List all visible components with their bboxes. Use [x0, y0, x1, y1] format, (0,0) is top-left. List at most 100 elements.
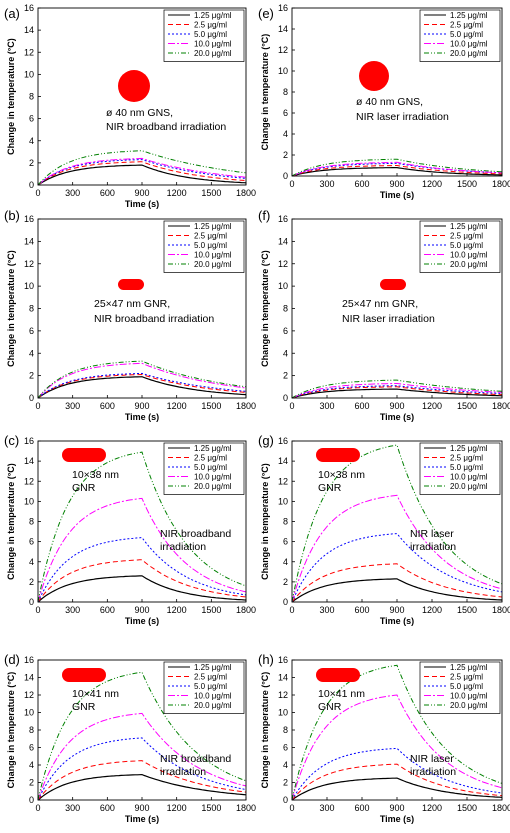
- x-tick-label: 1500: [457, 401, 477, 411]
- series-line: [37, 164, 247, 186]
- series-line: [37, 712, 247, 801]
- annotation: NIR broadband: [160, 528, 231, 540]
- series-line: [291, 694, 503, 801]
- legend-entry: 1.25 μg/ml: [450, 11, 488, 20]
- plot-frame: [37, 659, 247, 801]
- y-tick-label: 12: [278, 476, 288, 486]
- legend-box: [163, 661, 245, 714]
- y-tick-label: 10: [278, 281, 288, 291]
- annotation: NIR laser: [410, 528, 454, 540]
- series-line: [291, 533, 503, 603]
- panel-label: (b): [4, 208, 20, 223]
- legend-box: [419, 220, 501, 273]
- series-line: [291, 383, 503, 399]
- series-line: [291, 165, 503, 177]
- x-tick-label: 0: [35, 803, 40, 813]
- x-axis-title: Time (s): [125, 199, 159, 209]
- x-tick-label: 300: [65, 188, 80, 198]
- y-tick-label: 0: [283, 171, 288, 181]
- x-tick-label: 1800: [236, 188, 256, 198]
- series-line: [291, 162, 502, 177]
- series-line: [291, 158, 503, 177]
- series-line: [291, 494, 503, 603]
- x-tick-label: 1200: [167, 401, 187, 411]
- y-tick-label: 4: [283, 760, 288, 770]
- nanosphere-icon: [118, 70, 150, 102]
- y-tick-label: 16: [278, 3, 288, 13]
- particle-label: GNR: [72, 482, 96, 494]
- annotation: ø 40 nm GNS,: [356, 96, 423, 108]
- panel-d: (d) 0 2 4 6 8 10 12 14 16 0 300 600 900 1200 1500 1800 Ti…: [4, 652, 256, 824]
- legend-entry: 2.5 μg/ml: [194, 232, 227, 241]
- series-line: [37, 497, 247, 603]
- series-line: [37, 161, 247, 186]
- y-axis-title: Change in temperature (°C): [6, 672, 16, 789]
- annotation: NIR laser: [410, 753, 454, 765]
- panel-f: (f) 0 2 4 6 8 10 12 14 16 0 300 600 900 1200 1500 1800 Ti…: [258, 208, 510, 422]
- y-tick-label: 6: [283, 537, 288, 547]
- x-tick-label: 0: [289, 179, 294, 189]
- series-line: [37, 559, 247, 603]
- nanosphere-icon: [359, 61, 389, 91]
- x-tick-label: 1800: [236, 401, 256, 411]
- series-line: [37, 737, 247, 801]
- y-tick-label: 14: [278, 24, 288, 34]
- legend-entry: 5.0 μg/ml: [194, 241, 227, 250]
- annotation: irradiation: [410, 541, 456, 553]
- legend-entry: 5.0 μg/ml: [450, 241, 483, 250]
- legend-entry: 20.0 μg/ml: [450, 49, 488, 58]
- x-tick-label: 1200: [167, 605, 187, 615]
- y-tick-label: 16: [24, 655, 34, 665]
- legend-entry: 1.25 μg/ml: [194, 222, 232, 231]
- y-axis-title: Change in temperature (°C): [260, 250, 270, 367]
- y-tick-label: 14: [24, 236, 34, 246]
- annotation: NIR broadband irradiation: [94, 313, 214, 325]
- legend-entry: 1.25 μg/ml: [450, 444, 488, 453]
- y-tick-label: 4: [283, 348, 288, 358]
- x-tick-label: 300: [65, 803, 80, 813]
- y-tick-label: 0: [29, 795, 34, 805]
- legend-entry: 2.5 μg/ml: [450, 454, 483, 463]
- y-tick-label: 12: [24, 259, 34, 269]
- particle-label: GNR: [318, 482, 342, 494]
- plot-frame: [291, 218, 503, 399]
- annotation: irradiation: [410, 766, 456, 778]
- y-tick-label: 2: [29, 778, 34, 788]
- y-tick-label: 2: [29, 577, 34, 587]
- series-line: [37, 372, 247, 399]
- y-tick-label: 8: [283, 517, 288, 527]
- legend-entry: 2.5 μg/ml: [194, 454, 227, 463]
- y-tick-label: 16: [278, 655, 288, 665]
- y-tick-label: 4: [29, 136, 34, 146]
- series-line: [37, 360, 247, 399]
- x-tick-label: 600: [100, 188, 115, 198]
- x-tick-label: 1200: [422, 179, 442, 189]
- x-tick-label: 1200: [167, 803, 187, 813]
- legend-entry: 1.25 μg/ml: [194, 11, 232, 20]
- y-tick-label: 8: [29, 304, 34, 314]
- y-tick-label: 10: [278, 66, 288, 76]
- x-tick-label: 1500: [201, 188, 221, 198]
- y-tick-label: 4: [283, 129, 288, 139]
- y-axis-title: Change in temperature (°C): [6, 463, 16, 580]
- plot-frame: [37, 440, 247, 603]
- legend-entry: 20.0 μg/ml: [194, 49, 232, 58]
- y-tick-label: 14: [278, 456, 288, 466]
- x-tick-label: 0: [35, 401, 40, 411]
- y-tick-label: 2: [29, 158, 34, 168]
- plot-frame: [291, 440, 503, 603]
- nanorod-icon: [316, 448, 360, 462]
- x-tick-label: 600: [354, 401, 369, 411]
- x-tick-label: 300: [65, 605, 80, 615]
- legend-entry: 2.5 μg/ml: [450, 21, 483, 30]
- x-tick-label: 600: [100, 401, 115, 411]
- legend-box: [419, 661, 501, 714]
- series-line: [37, 373, 247, 399]
- plot-frame: [37, 7, 247, 186]
- x-tick-label: 900: [389, 179, 404, 189]
- y-tick-label: 2: [283, 778, 288, 788]
- x-tick-label: 1200: [422, 803, 442, 813]
